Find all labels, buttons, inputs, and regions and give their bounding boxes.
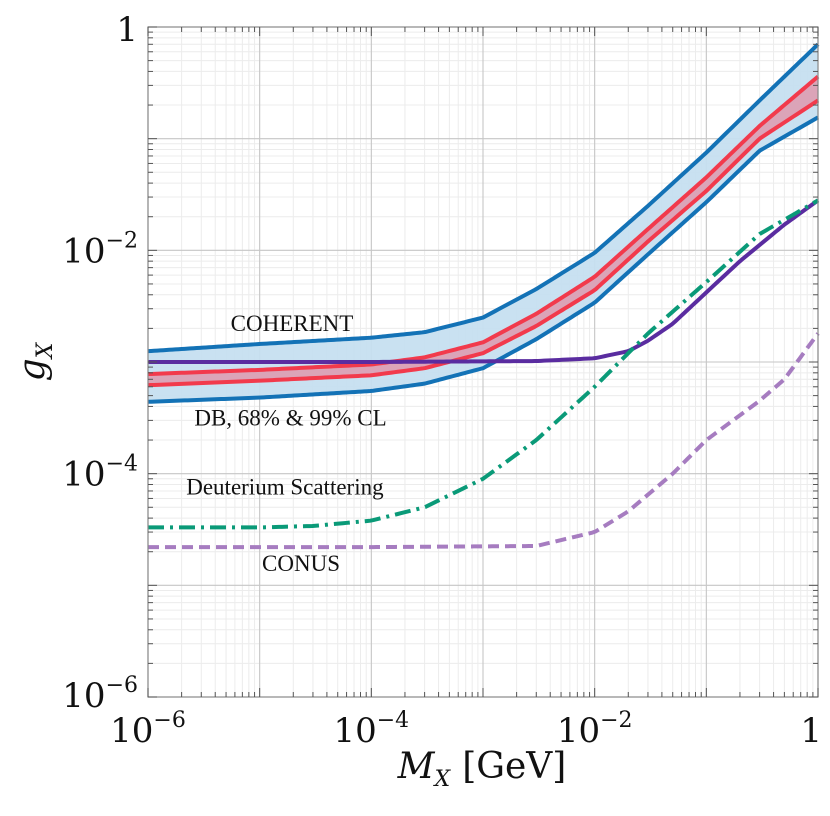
series-db-68-cl-upper xyxy=(147,75,820,377)
axis-ticks xyxy=(147,26,819,698)
series-conus xyxy=(148,332,820,550)
y-tick-label: 10−4 xyxy=(62,452,138,495)
annotation-label: CONUS xyxy=(262,551,340,576)
series-lines xyxy=(147,42,820,550)
tick-labels: 10−6 10−4 10−2 1 10−6 10−4 10−2 1 xyxy=(62,10,822,751)
x-tick-label: 10−4 xyxy=(333,708,409,751)
series-deuterium-scattering xyxy=(148,198,819,530)
series-db-68-cl-lower xyxy=(147,98,820,388)
x-axis-label-sub: X xyxy=(433,767,452,792)
annotation-label: Deuterium Scattering xyxy=(186,475,384,500)
y-axis-label-var: g xyxy=(12,358,53,381)
y-axis-label: gX xyxy=(12,341,58,381)
annotation-label: COHERENT xyxy=(231,311,354,336)
x-axis-label: MX [GeV] xyxy=(397,746,567,792)
x-tick-label: 10−6 xyxy=(110,708,186,751)
series-dark-purple xyxy=(148,198,820,364)
series-db-99-cl-lower xyxy=(147,115,819,404)
y-tick-label: 10−6 xyxy=(62,673,138,716)
x-tick-label: 10−2 xyxy=(557,708,633,751)
x-axis-label-unit: [GeV] xyxy=(462,746,566,787)
series-coherent xyxy=(147,42,820,354)
y-axis-label-sub: X xyxy=(33,341,58,360)
x-tick-label: 1 xyxy=(800,711,822,751)
confidence-bands xyxy=(148,44,818,402)
db-99-cl-band xyxy=(148,44,818,402)
annotations: COHERENT DB, 68% & 99% CL Deuterium Scatte… xyxy=(186,311,386,576)
y-tick-label: 1 xyxy=(116,10,138,50)
x-axis-label-var: M xyxy=(397,746,436,787)
annotation-label: DB, 68% & 99% CL xyxy=(194,405,386,430)
y-tick-label: 10−2 xyxy=(62,228,138,271)
